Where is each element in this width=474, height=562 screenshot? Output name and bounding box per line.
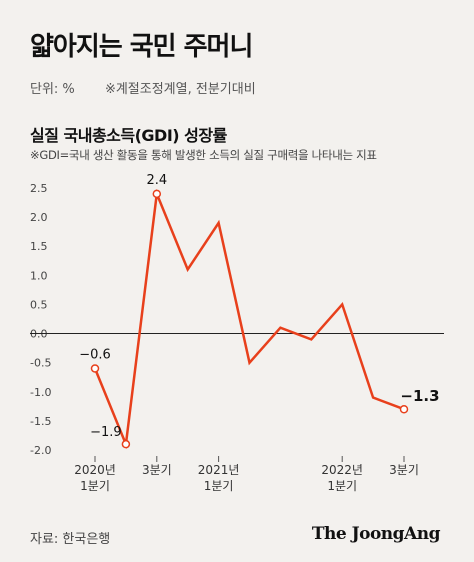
y-tick-label: 2.5 [30,182,48,195]
x-tick-label: 1분기 [327,479,357,493]
y-tick-label: -2.0 [30,444,51,457]
data-point-marker [90,364,100,373]
chart-title: 실질 국내총소득(GDI) 성장률 [30,126,227,145]
data-point-marker [399,404,409,414]
y-tick-label: -1.0 [30,386,51,399]
data-label: 2.4 [146,173,167,188]
y-tick-label: 0.5 [30,298,48,311]
x-tick-label: 3분기 [389,463,419,477]
data-point-marker [121,439,131,449]
source-note: 자료: 한국은행 [30,532,111,547]
y-tick-label: 1.0 [30,269,48,282]
y-tick-label: 1.5 [30,240,48,253]
y-tick-label: -1.5 [30,415,51,428]
y-tick-label: 2.0 [30,211,48,224]
x-tick-label: 1분기 [80,479,110,493]
x-tick-label: 3분기 [142,463,172,477]
series-line [93,188,405,450]
data-label: −0.6 [79,347,111,362]
page-title: 얇아지는 국민 주머니 [30,32,253,62]
unit-label: 단위: % [30,82,75,97]
data-label: −1.9 [90,425,122,440]
unit-note: ※계절조정계열, 전분기대비 [104,82,256,97]
y-tick-label: -0.5 [30,357,51,370]
data-label: −1.3 [400,387,439,405]
x-tick-label: 1분기 [204,479,234,493]
data-point-marker [152,189,162,199]
unit-info: 단위: % ※계절조정계열, 전분기대비 [30,78,256,97]
x-tick-label: 2020년 [74,463,116,477]
x-tick-label: 2022년 [321,463,363,477]
publisher-logo: The JoongAng [311,524,441,544]
chart-subtitle: ※GDI=국내 생산 활동을 통해 발생한 소득의 실질 구매력을 나타내는 지… [30,148,377,162]
x-tick-label: 2021년 [198,463,240,477]
